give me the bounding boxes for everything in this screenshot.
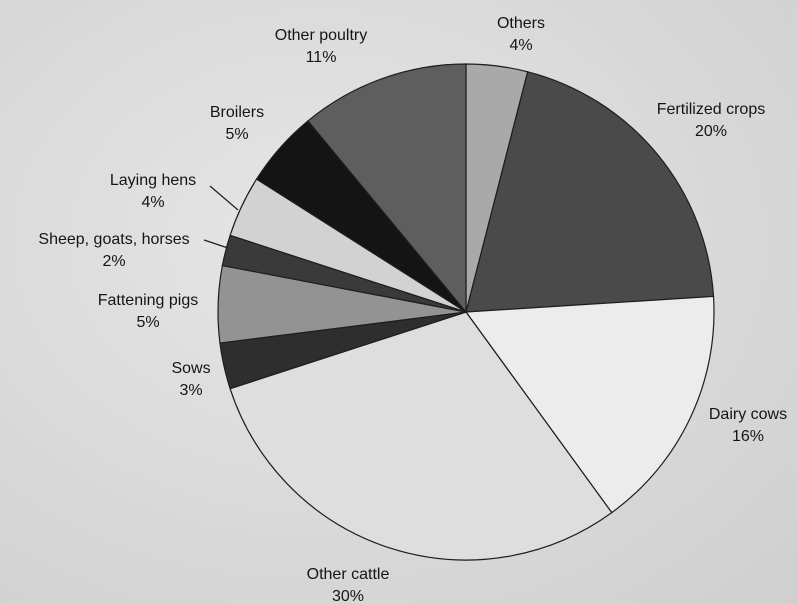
pie-slice-dairy-cows bbox=[464, 295, 715, 514]
slice-category-text: Sheep, goats, horses bbox=[38, 231, 189, 248]
slice-category-text: Broilers bbox=[210, 104, 264, 121]
slice-category-text: Dairy cows bbox=[709, 406, 787, 423]
slice-label-sows: Sows 3% bbox=[171, 360, 210, 399]
slice-label-laying-hens: Laying hens 4% bbox=[110, 172, 196, 211]
slice-percent-text: 3% bbox=[179, 382, 202, 399]
slice-label-dairy-cows: Dairy cows 16% bbox=[709, 406, 787, 445]
pie-slice-fertilized-crops bbox=[465, 71, 715, 313]
slice-percent-text: 4% bbox=[141, 194, 164, 211]
slice-percent-text: 2% bbox=[102, 253, 125, 270]
slice-label-sheep-goats-horses: Sheep, goats, horses 2% bbox=[38, 231, 189, 270]
slices-group bbox=[217, 63, 715, 561]
slice-label-broilers: Broilers 5% bbox=[210, 104, 264, 143]
slice-category-text: Others bbox=[497, 15, 545, 32]
slice-label-fattening-pigs: Fattening pigs 5% bbox=[98, 292, 199, 331]
slice-label-fertilized-crops: Fertilized crops 20% bbox=[657, 101, 765, 140]
pie-slice-other-cattle bbox=[229, 311, 613, 561]
slice-category-text: Other poultry bbox=[275, 27, 367, 44]
slice-percent-text: 5% bbox=[225, 126, 248, 143]
slice-label-other-poultry: Other poultry 11% bbox=[275, 27, 367, 66]
slice-percent-text: 5% bbox=[136, 314, 159, 331]
leader-lines-group bbox=[203, 185, 239, 249]
labels-group: Others 4% Fertilized crops 20% Dairy cows 16%… bbox=[38, 15, 787, 604]
slice-percent-text: 30% bbox=[332, 588, 364, 604]
pie-slice-other-poultry bbox=[307, 63, 467, 314]
slice-category-text: Sows bbox=[171, 360, 210, 377]
slice-percent-text: 20% bbox=[695, 123, 727, 140]
slice-percent-text: 4% bbox=[509, 37, 532, 54]
slice-label-other-cattle: Other cattle 30% bbox=[307, 566, 390, 604]
slice-category-text: Other cattle bbox=[307, 566, 390, 583]
slice-percent-text: 16% bbox=[732, 428, 764, 445]
slice-label-others: Others 4% bbox=[497, 15, 545, 54]
slice-category-text: Fattening pigs bbox=[98, 292, 199, 309]
slice-percent-text: 11% bbox=[306, 49, 337, 66]
slice-category-text: Laying hens bbox=[110, 172, 196, 189]
leader-line-sheep-goats-horses bbox=[203, 239, 229, 249]
slice-category-text: Fertilized crops bbox=[657, 101, 765, 118]
leader-line-laying-hens bbox=[209, 185, 239, 211]
